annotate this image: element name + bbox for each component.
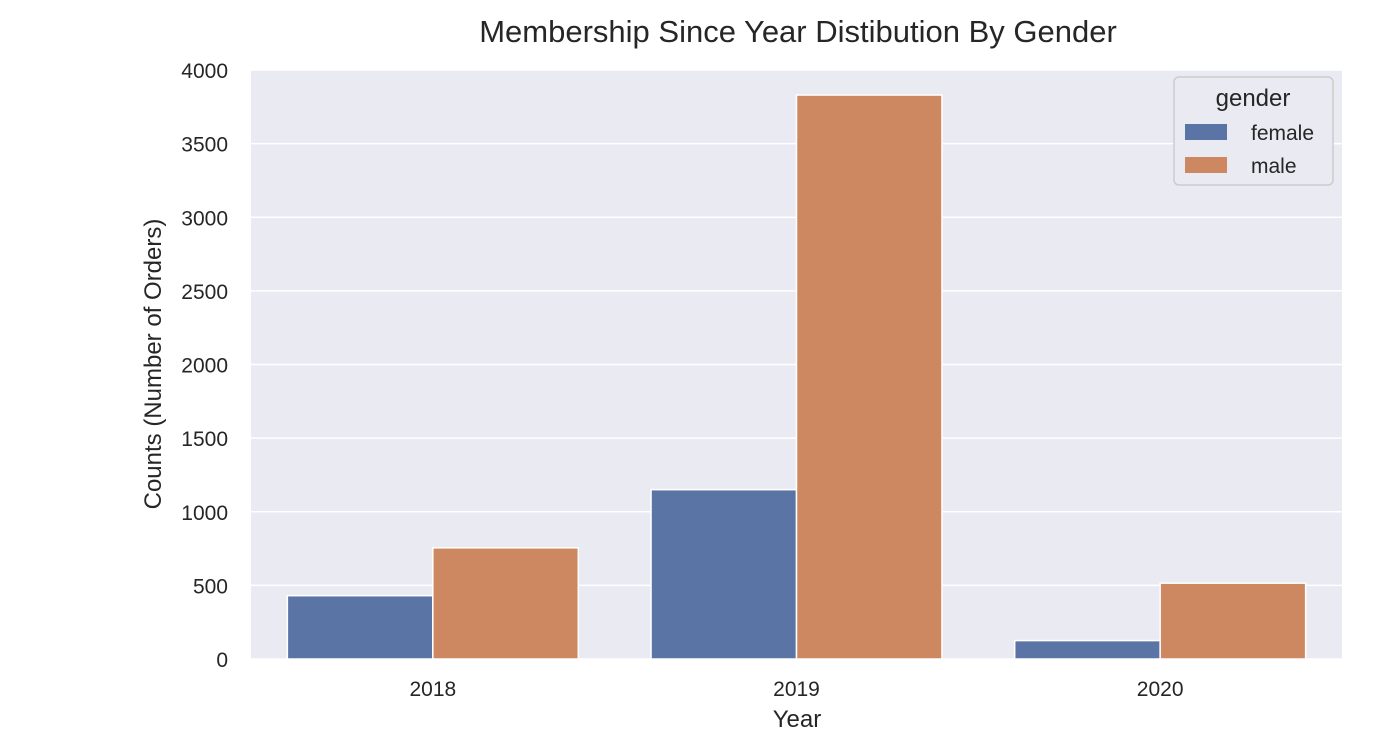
bar-male-2019 <box>795 94 943 660</box>
y-tick-label: 3000 <box>181 207 228 230</box>
y-tick-label: 2500 <box>181 281 228 304</box>
y-tick-label: 3500 <box>181 134 228 157</box>
legend-title: gender <box>1216 85 1291 112</box>
x-tick-label: 2018 <box>409 678 456 701</box>
bar-female-2019 <box>650 488 798 660</box>
legend-label-male: male <box>1251 155 1297 178</box>
legend-swatch-female <box>1185 124 1227 140</box>
x-tick-label: 2020 <box>1137 678 1184 701</box>
x-axis-label: Year <box>773 706 822 733</box>
x-tick-label: 2019 <box>773 678 820 701</box>
bar-female-2020 <box>1013 639 1161 660</box>
bar-female-2018 <box>286 594 434 660</box>
bar-male-2020 <box>1159 582 1307 660</box>
y-tick-label: 1500 <box>181 428 228 451</box>
y-tick-label: 1000 <box>181 502 228 525</box>
legend-label-female: female <box>1251 122 1314 145</box>
bar-male-2018 <box>432 547 580 660</box>
chart-title: Membership Since Year Distibution By Gen… <box>479 14 1117 49</box>
x-axis-ticks: 2018 2019 2020 <box>409 678 1183 701</box>
legend: gender female male <box>1173 76 1334 186</box>
legend-swatch-male <box>1185 157 1227 173</box>
y-axis-ticks: 0 500 1000 1500 2000 2500 3000 3500 4000 <box>181 60 228 672</box>
y-tick-label: 0 <box>216 649 228 672</box>
y-tick-label: 4000 <box>181 60 228 83</box>
y-axis-label: Counts (Number of Orders) <box>140 219 167 510</box>
bars <box>286 94 1307 660</box>
y-tick-label: 2000 <box>181 355 228 378</box>
y-tick-label: 500 <box>193 575 228 598</box>
